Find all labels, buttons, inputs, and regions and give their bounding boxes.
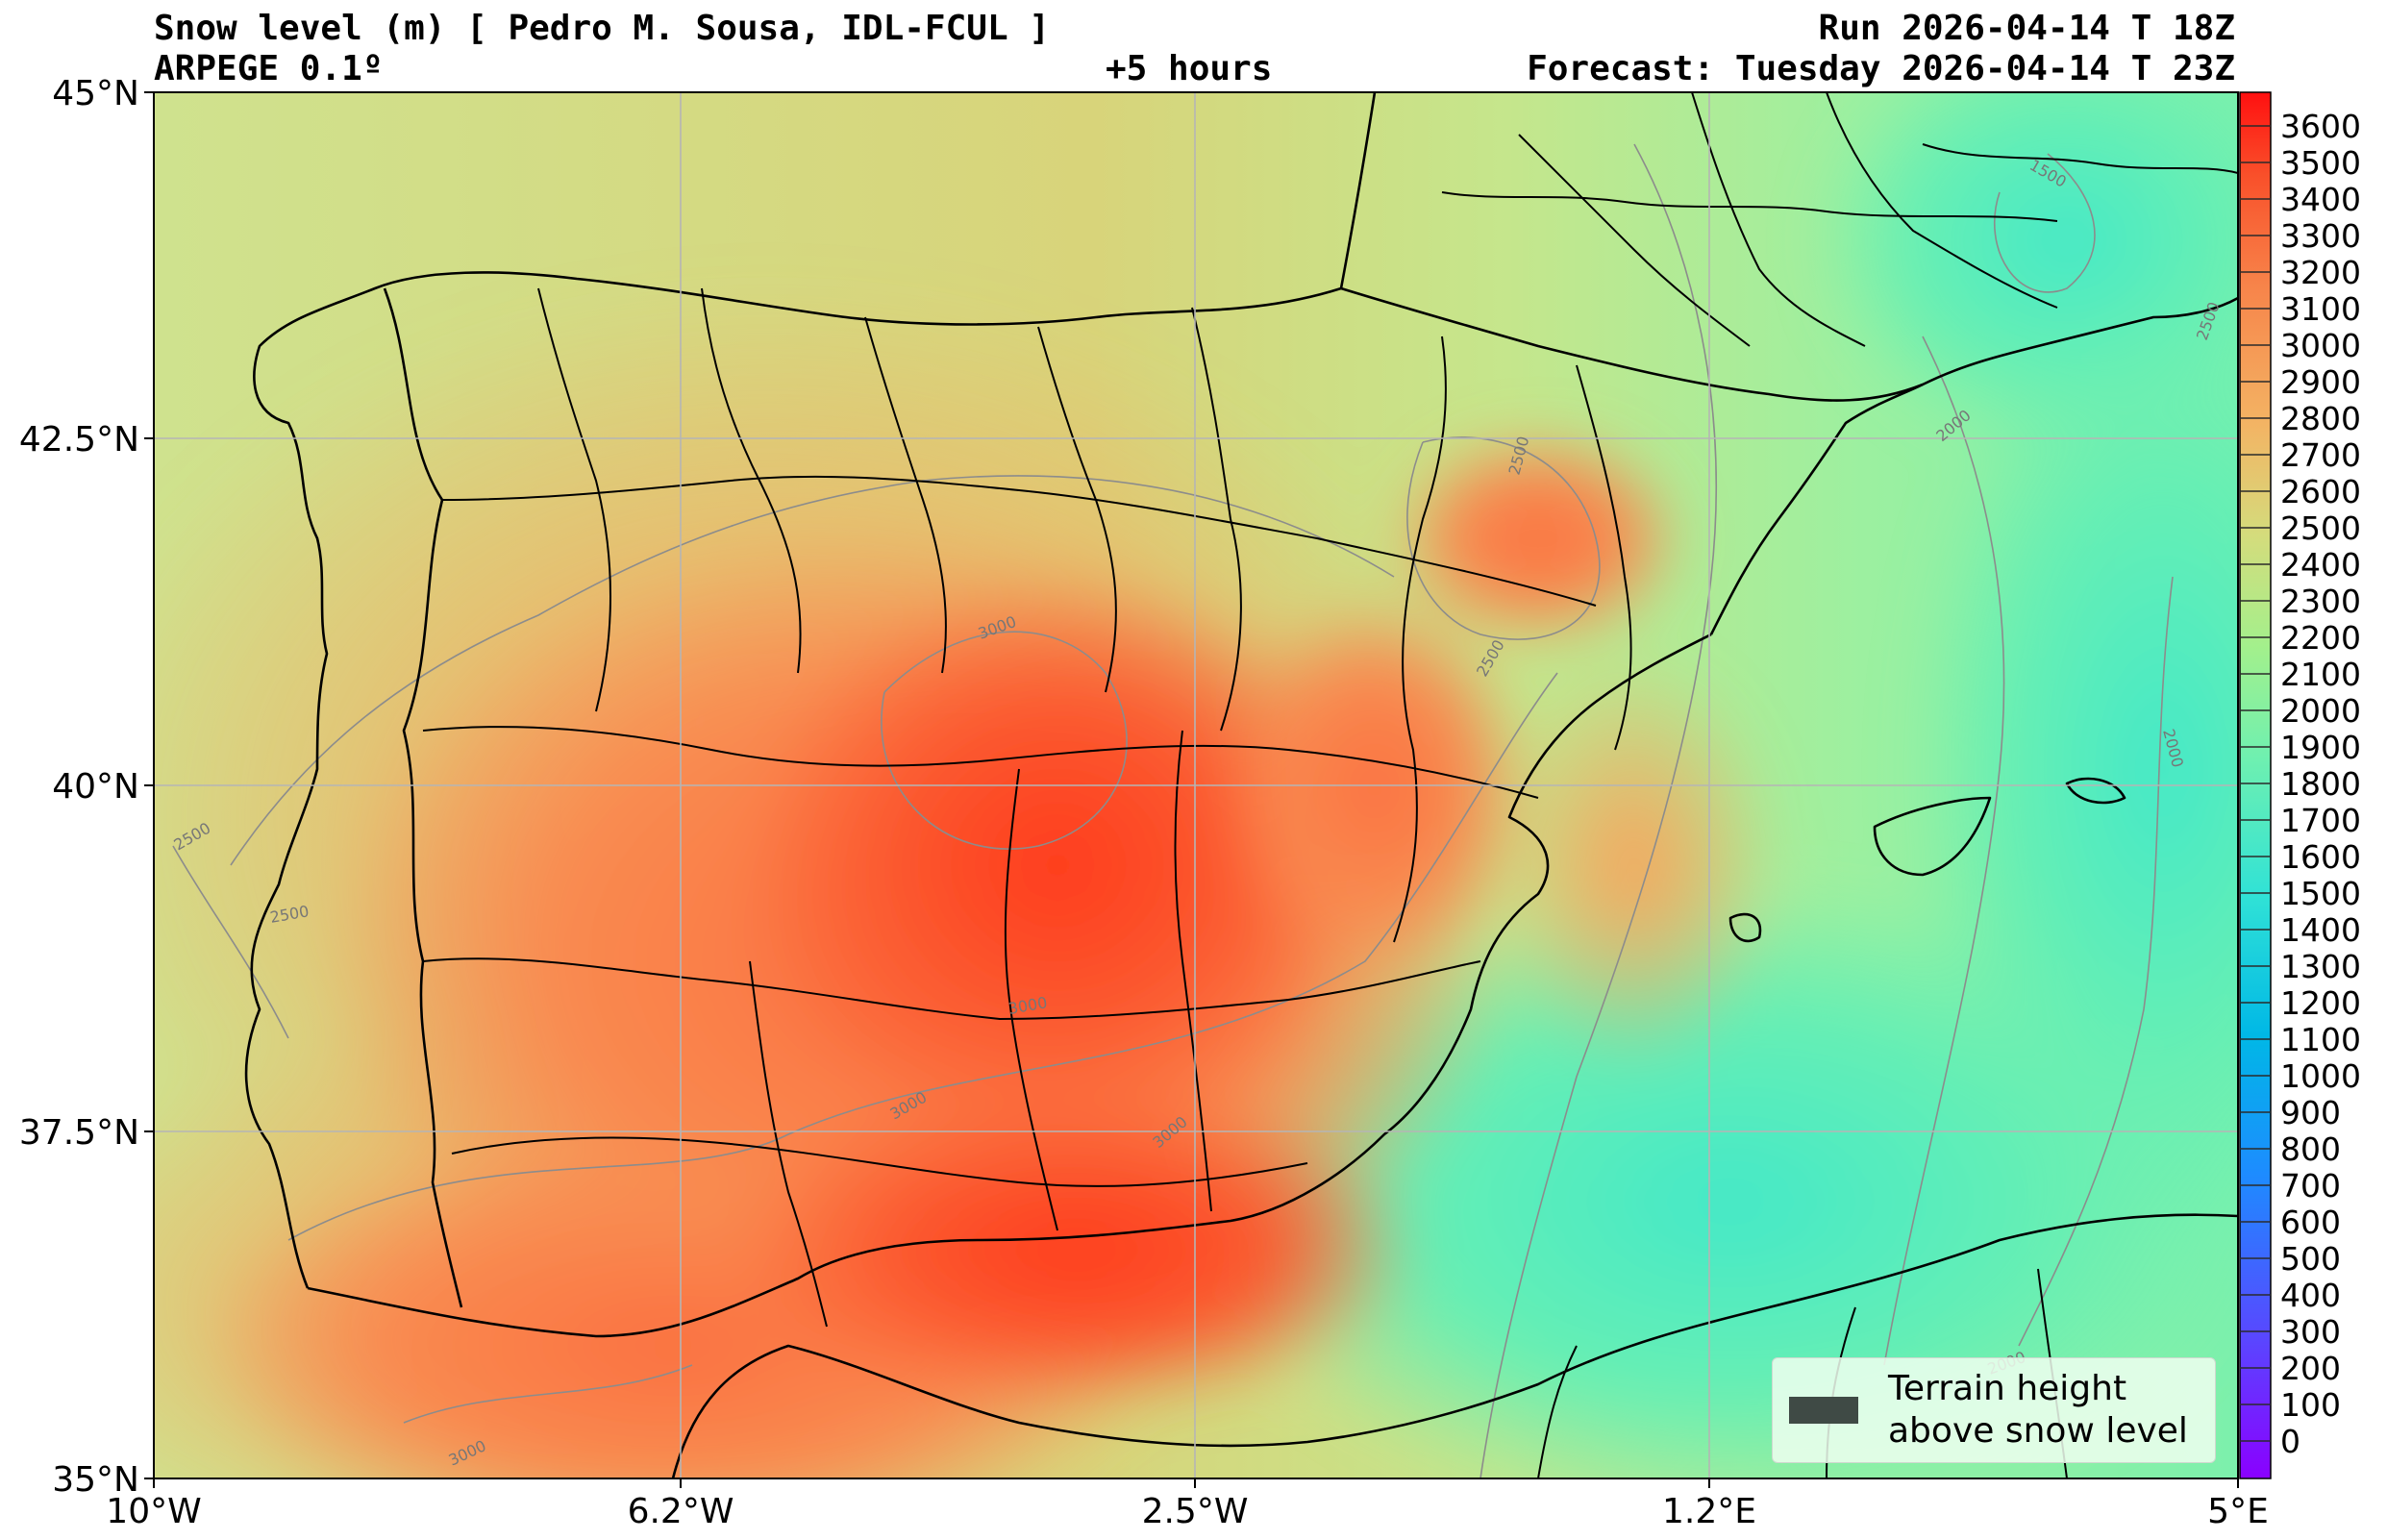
colorbar-tick-label: 1600 [2280,838,2361,876]
colorbar-tick-label: 600 [2280,1204,2341,1241]
forecast-time: Forecast: Tuesday 2026-04-14 T 23Z [1527,49,2235,88]
lon-tick-label: 2.5°W [1142,1492,1249,1531]
colorbar-tick-label: 1400 [2280,911,2361,949]
colorbar-tick-label: 1000 [2280,1057,2361,1095]
coastline [244,92,2238,1478]
colorbar-tick-label: 3400 [2280,181,2361,218]
colorbar-tick-label: 2200 [2280,619,2361,657]
colorbar-ticks: 3600350034003300320031003000290028002700… [2240,108,2361,1460]
lon-tick-label: 10°W [106,1492,201,1531]
model-name: ARPEGE 0.1º [154,49,384,88]
run-time: Run 2026-04-14 T 18Z [1818,9,2235,48]
lat-tick-label: 37.5°N [19,1113,139,1153]
colorbar-tick-label: 1200 [2280,984,2361,1022]
colorbar-tick-label: 700 [2280,1167,2341,1205]
graticule [154,92,2238,1478]
colorbar-tick-label: 1300 [2280,948,2361,985]
colorbar-tick-label: 400 [2280,1277,2341,1314]
colorbar-tick-label: 100 [2280,1386,2341,1424]
colorbar: 3600350034003300320031003000290028002700… [2239,91,2361,1479]
colorbar-ramp [2239,91,2272,1479]
lat-tick-label: 40°N [52,767,139,807]
colorbar-tick-label: 1500 [2280,875,2361,912]
terrain-legend-text: Terrain height above snow level [1888,1368,2188,1453]
snow-level-field: 1500 2500 2000 2500 2000 3000 2500 2500 … [154,92,2238,1478]
colorbar-tick-label: 1100 [2280,1021,2361,1058]
colorbar-tick-label: 3600 [2280,108,2361,145]
map-title: Snow level (m) [ Pedro M. Sousa, IDL-FCU… [154,9,1050,48]
colorbar-tick-label: 2100 [2280,656,2361,693]
colorbar-tick-label: 2900 [2280,363,2361,401]
colorbar-tick-label: 900 [2280,1094,2341,1131]
colorbar-tick-label: 2700 [2280,436,2361,474]
colorbar-tick-label: 3500 [2280,144,2361,182]
lat-axis: 45°N 42.5°N 40°N 37.5°N 35°N [19,74,154,1500]
lon-tick-label: 5°E [2207,1492,2269,1531]
colorbar-tick-label: 2600 [2280,473,2361,510]
legend-line-2: above snow level [1888,1411,2188,1451]
colorbar-tick-label: 3000 [2280,327,2361,364]
colorbar-tick-label: 3200 [2280,254,2361,291]
contour-lines [172,143,2174,1478]
lon-tick-label: 6.2°W [628,1492,734,1531]
colorbar-tick-label: 1700 [2280,802,2361,839]
lat-tick-label: 45°N [52,74,139,113]
colorbar-tick-label: 2500 [2280,509,2361,547]
lat-tick-label: 35°N [52,1460,139,1500]
legend-line-1: Terrain height [1888,1369,2127,1408]
lon-axis: 10°W 6.2°W 2.5°W 1.2°E 5°E [106,1478,2269,1531]
lat-tick-label: 42.5°N [19,420,139,460]
colorbar-tick-label: 3300 [2280,217,2361,255]
terrain-legend-swatch [1789,1397,1858,1424]
colorbar-tick-label: 1900 [2280,729,2361,766]
lead-time: +5 hours [1106,49,1273,88]
colorbar-tick-label: 200 [2280,1350,2341,1387]
colorbar-tick-label: 2800 [2280,400,2361,437]
colorbar-tick-label: 3100 [2280,290,2361,328]
colorbar-tick-label: 2000 [2280,692,2361,730]
colorbar-tick-label: 2400 [2280,546,2361,584]
colorbar-tick-label: 500 [2280,1240,2341,1278]
colorbar-tick-label: 1800 [2280,765,2361,803]
colorbar-tick-label: 800 [2280,1130,2341,1168]
lon-tick-label: 1.2°E [1662,1492,1756,1531]
terrain-legend: Terrain height above snow level [1772,1357,2216,1463]
colorbar-tick-label: 2300 [2280,583,2361,620]
colorbar-tick-label: 300 [2280,1313,2341,1351]
colorbar-tick-label: 0 [2280,1423,2300,1460]
